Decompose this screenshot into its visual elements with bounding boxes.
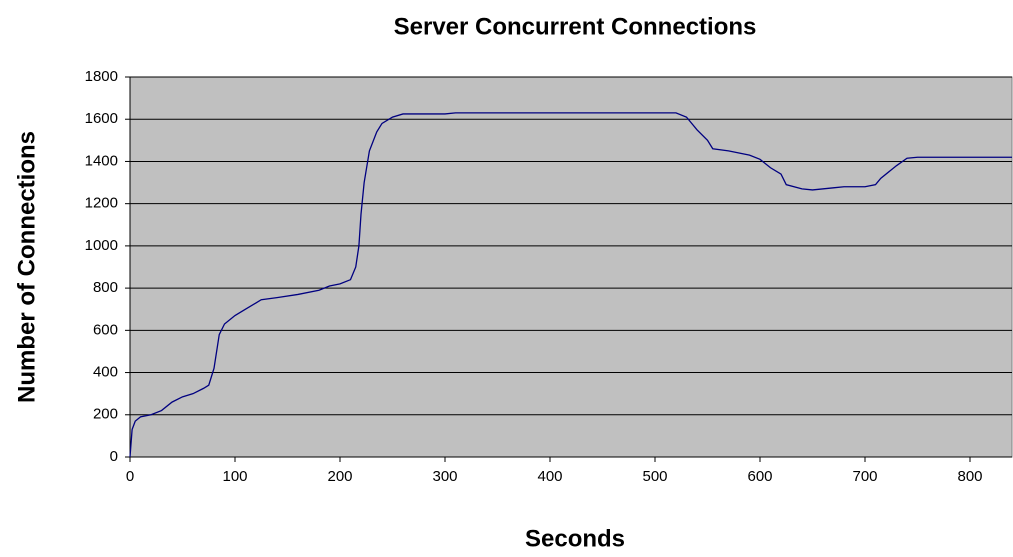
x-tick-label: 200 [327, 468, 352, 485]
x-tick-label: 0 [126, 468, 134, 485]
y-tick-label: 400 [93, 364, 118, 381]
x-tick-label: 600 [747, 468, 772, 485]
y-axis-label: Number of Connections [13, 131, 40, 403]
y-tick-label: 1800 [85, 68, 118, 85]
y-tick-label: 800 [93, 279, 118, 296]
x-tick-label: 100 [222, 468, 247, 485]
x-axis-label: Seconds [525, 525, 625, 552]
chart-title: Server Concurrent Connections [394, 13, 757, 40]
y-tick-label: 1000 [85, 237, 118, 254]
x-tick-label: 800 [957, 468, 982, 485]
plot-area [129, 76, 1013, 458]
x-tick-label: 500 [642, 468, 667, 485]
x-tick-label: 400 [537, 468, 562, 485]
data-line [129, 112, 1012, 458]
x-tick-label: 700 [852, 468, 877, 485]
y-tick-label: 200 [93, 406, 118, 423]
y-tick-label: 0 [110, 448, 118, 465]
y-tick-label: 600 [93, 321, 118, 338]
y-tick-label: 1200 [85, 195, 118, 212]
y-tick-label: 1400 [85, 152, 118, 169]
x-tick-label: 300 [432, 468, 457, 485]
y-tick-label: 1600 [85, 110, 118, 127]
